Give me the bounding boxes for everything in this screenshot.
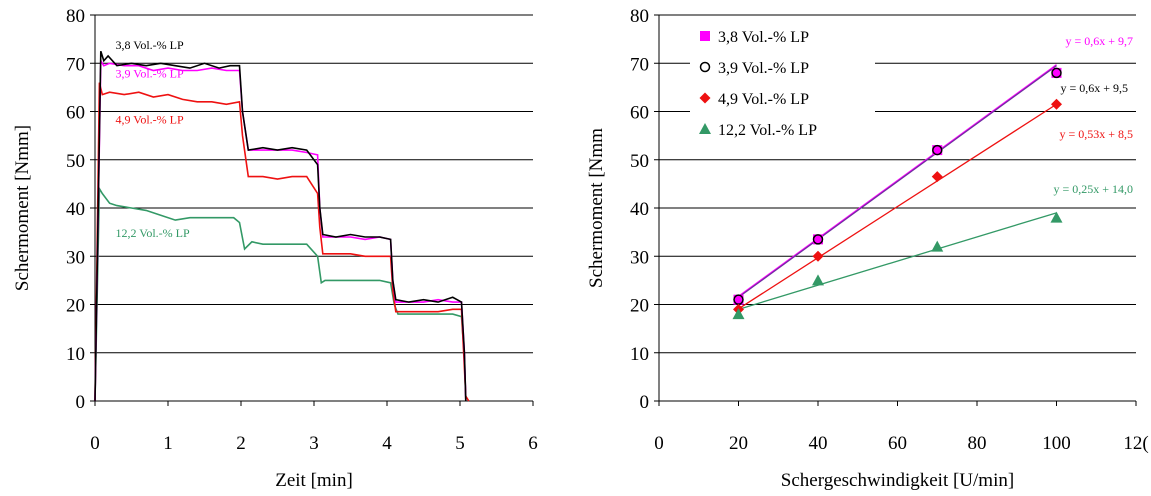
y-tick-label: 50 (66, 151, 85, 172)
x-axis-title: Zeit [min] (275, 470, 353, 491)
trendline-equation: y = 0,53x + 8,5 (1059, 127, 1133, 141)
series-annotation: 4,9 Vol.-% LP (115, 113, 184, 127)
legend-marker-1 (699, 61, 711, 73)
x-tick-label: 12( (1123, 433, 1148, 454)
trendline-0 (738, 64, 1057, 297)
y-tick-label: 10 (66, 344, 85, 365)
y-tick-label: 70 (630, 54, 649, 75)
x-axis-title: Schergeschwindigkeit [U/min] (781, 470, 1014, 491)
y-tick-label: 40 (630, 199, 649, 220)
data-point-2 (1051, 98, 1062, 110)
legend-label: 4,9 Vol.-% LP (718, 91, 809, 108)
series-line-2 (94, 82, 470, 402)
series-annotation: 3,9 Vol.-% LP (115, 67, 184, 81)
x-tick-label: 3 (309, 433, 319, 454)
y-tick-label: 80 (66, 6, 85, 27)
y-tick-label: 70 (66, 54, 85, 75)
x-tick-label: 20 (729, 433, 748, 454)
data-point-0 (813, 234, 823, 245)
y-tick-label: 40 (66, 199, 85, 220)
legend-marker-3 (699, 123, 711, 134)
y-tick-label: 0 (640, 392, 650, 413)
data-point-1 (932, 144, 943, 156)
y-tick-label: 20 (66, 296, 85, 317)
data-point-2 (931, 171, 943, 183)
legend-label: 12,2 Vol.-% LP (718, 122, 817, 139)
x-tick-label: 80 (968, 433, 987, 454)
series-annotation: 12,2 Vol.-% LP (115, 226, 190, 240)
x-tick-label: 5 (455, 433, 465, 454)
y-axis-title: Schermoment [Nmm] (12, 125, 33, 291)
legend-label: 3,8 Vol.-% LP (718, 29, 809, 46)
trendline-equation: y = 0,6x + 9,5 (1060, 81, 1128, 95)
data-point-3 (1050, 211, 1063, 223)
data-point-1 (1051, 67, 1062, 79)
y-tick-label: 80 (630, 6, 649, 27)
x-tick-label: 4 (382, 433, 392, 454)
data-point-3 (931, 240, 944, 252)
series-line-0 (94, 50, 467, 402)
trendline-equation: y = 0,6x + 9,7 (1065, 34, 1133, 48)
x-tick-label: 100 (1042, 433, 1071, 454)
x-tick-label: 0 (654, 433, 664, 454)
trendline-3 (738, 212, 1057, 310)
y-tick-label: 10 (630, 344, 649, 365)
legend-box (690, 20, 875, 150)
x-tick-label: 2 (236, 433, 246, 454)
data-point-3 (732, 308, 745, 320)
x-tick-label: 0 (90, 433, 100, 454)
data-point-3 (812, 274, 824, 286)
series-line-3 (94, 185, 467, 402)
y-tick-label: 50 (630, 151, 649, 172)
trendline-1 (738, 65, 1057, 298)
legend-marker-0 (700, 31, 710, 41)
x-tick-label: 40 (809, 433, 828, 454)
y-tick-label: 60 (66, 103, 85, 124)
y-axis-title: Schermoment [Nmm (586, 128, 607, 288)
legend-label: 3,9 Vol.-% LP (718, 60, 809, 77)
data-point-1 (812, 234, 824, 245)
data-point-0 (733, 294, 744, 305)
time-chart: 0 10 20 30 40 50 60 70 80 0 1 2 3 4 5 6 Zeit [min] Scherm… (12, 6, 538, 491)
y-tick-label: 30 (630, 247, 649, 268)
data-point-0 (932, 145, 943, 156)
shear-rate-chart: 0 10 20 30 40 50 60 70 80 0 20 40 60 80 100 12( Scherges… (586, 6, 1149, 491)
y-tick-label: 60 (630, 103, 649, 124)
x-tick-label: 1 (163, 433, 173, 454)
series-annotation: 3,8 Vol.-% LP (115, 38, 184, 52)
x-tick-label: 6 (528, 433, 538, 454)
legend-marker-2 (699, 92, 711, 104)
data-point-0 (1051, 67, 1062, 78)
trendline-equation: y = 0,25x + 14,0 (1053, 182, 1133, 196)
y-tick-label: 30 (66, 247, 85, 268)
y-tick-label: 0 (76, 392, 86, 413)
data-point-2 (812, 250, 824, 262)
y-tick-label: 20 (630, 296, 649, 317)
trendline-2 (738, 103, 1057, 310)
x-tick-label: 60 (888, 433, 907, 454)
